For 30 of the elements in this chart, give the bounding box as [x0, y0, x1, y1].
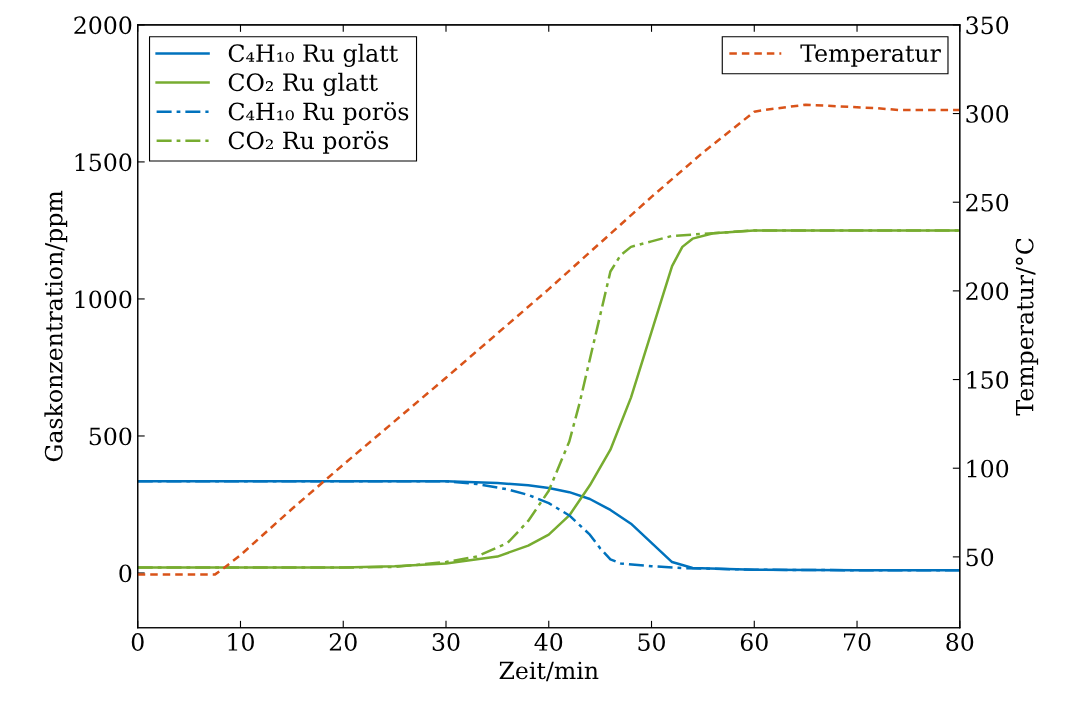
y2-axis-title: Temperatur/°C	[1015, 238, 1039, 416]
x-tick-label: 20	[329, 633, 357, 651]
y2-tick-label: 350	[966, 16, 1009, 35]
legend-label: CO₂ Ru porös	[228, 130, 389, 154]
x-tick-label: 60	[740, 633, 768, 651]
y-tick-label: 500	[89, 427, 132, 446]
legend-label: C₄H₁₀ Ru glatt	[228, 43, 399, 67]
y2-tick-label: 300	[966, 105, 1009, 123]
y2-tick-label: 50	[966, 548, 994, 567]
x-axis-title: Zeit/min	[499, 661, 599, 682]
line-series	[137, 103, 960, 576]
y2-tick-label: 200	[966, 282, 1009, 301]
x-tick-label: 10	[228, 633, 254, 651]
y2-tick-label: 250	[966, 193, 1009, 212]
x-tick-label: 0	[131, 633, 144, 651]
y-axis-title: Gaskonzentration/ppm	[44, 190, 68, 462]
y-tick-label: 1500	[75, 153, 132, 172]
x-tick-label: 70	[844, 633, 871, 651]
legend-label: Temperatur	[800, 44, 941, 67]
x-tick-label: 50	[638, 633, 665, 651]
y-tick-label: 0	[119, 564, 132, 583]
legend-label: C₄H₁₀ Ru porös	[228, 101, 409, 125]
y2-tick-label: 150	[967, 371, 1009, 389]
y-tick-label: 2000	[74, 16, 132, 35]
x-tick-label: 80	[946, 633, 974, 651]
y2-tick-label: 100	[967, 459, 1009, 478]
x-tick-label: 30	[432, 633, 460, 651]
x-tick-label: 40	[534, 633, 563, 651]
legend-label: CO₂ Ru glatt	[228, 72, 378, 97]
y-tick-label: 1000	[75, 290, 132, 309]
